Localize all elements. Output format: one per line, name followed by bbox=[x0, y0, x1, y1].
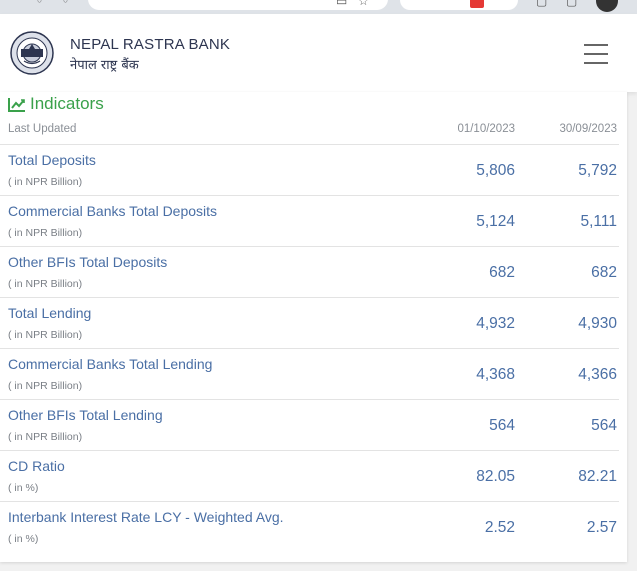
brand-name-english[interactable]: NEPAL RASTRA BANK bbox=[70, 36, 231, 53]
bookmark-icon[interactable]: ☆ bbox=[358, 0, 369, 8]
indicator-unit: ( in NPR Billion) bbox=[8, 227, 83, 239]
date-column-1: 01/10/2023 bbox=[457, 123, 515, 135]
brand-name-nepali[interactable]: नेपाल राष्ट्र बैंक bbox=[70, 58, 139, 73]
indicator-unit: ( in %) bbox=[8, 482, 39, 494]
tab-icon[interactable]: ▢ bbox=[536, 0, 548, 8]
indicator-value-date1: 4,932 bbox=[476, 315, 515, 332]
indicator-value-date1: 682 bbox=[489, 264, 515, 281]
hamburger-menu-icon[interactable] bbox=[584, 44, 608, 64]
indicator-unit: ( in NPR Billion) bbox=[8, 380, 83, 392]
nrb-emblem-icon[interactable] bbox=[10, 31, 54, 75]
indicator-value-date2: 5,792 bbox=[578, 162, 617, 179]
download-icon[interactable]: ▢ bbox=[566, 0, 578, 8]
extension-badge-icon[interactable] bbox=[470, 0, 484, 8]
indicator-unit: ( in NPR Billion) bbox=[8, 176, 83, 188]
table-row: CD Ratio ( in %) 82.05 82.21 bbox=[0, 450, 619, 502]
indicator-value-date2: 682 bbox=[591, 264, 617, 281]
indicator-value-date1: 82.05 bbox=[476, 468, 515, 485]
profile-avatar[interactable] bbox=[596, 0, 618, 12]
indicator-name-link[interactable]: Interbank Interest Rate LCY - Weighted A… bbox=[8, 509, 284, 525]
browser-toolbar-strip: ◦ ◦ ▭ ☆ ▢ ▢ bbox=[0, 0, 637, 14]
date-column-2: 30/09/2023 bbox=[559, 123, 617, 135]
indicator-value-date2: 564 bbox=[591, 417, 617, 434]
indicator-value-date2: 4,930 bbox=[578, 315, 617, 332]
address-bar[interactable] bbox=[88, 0, 388, 10]
indicator-value-date2: 2.57 bbox=[586, 519, 617, 536]
indicator-value-date1: 564 bbox=[489, 417, 515, 434]
share-icon[interactable]: ▭ bbox=[336, 0, 348, 8]
table-row: Other BFIs Total Deposits ( in NPR Billio… bbox=[0, 246, 619, 298]
indicator-value-date1: 5,124 bbox=[476, 213, 515, 230]
last-updated-label: Last Updated bbox=[8, 123, 77, 135]
table-row: Total Lending ( in NPR Billion) 4,932 4,930 bbox=[0, 297, 619, 349]
indicator-value-date2: 4,366 bbox=[578, 366, 617, 383]
indicator-unit: ( in NPR Billion) bbox=[8, 329, 83, 341]
indicator-value-date2: 5,111 bbox=[580, 213, 618, 230]
indicators-title: Indicators bbox=[8, 94, 104, 114]
indicator-value-date1: 2.52 bbox=[484, 519, 515, 536]
indicator-name-link[interactable]: Total Lending bbox=[8, 305, 92, 321]
back-icon[interactable]: ◦ bbox=[36, 0, 44, 8]
indicators-title-text: Indicators bbox=[30, 94, 104, 113]
indicator-name-link[interactable]: CD Ratio bbox=[8, 458, 65, 474]
indicator-name-link[interactable]: Other BFIs Total Lending bbox=[8, 407, 163, 423]
indicator-name-link[interactable]: Commercial Banks Total Deposits bbox=[8, 203, 218, 219]
table-row: Interbank Interest Rate LCY - Weighted A… bbox=[0, 501, 619, 553]
table-row: Commercial Banks Total Lending ( in NPR B… bbox=[0, 348, 619, 400]
indicator-unit: ( in NPR Billion) bbox=[8, 278, 83, 290]
table-row: Total Deposits ( in NPR Billion) 5,806 5,79… bbox=[0, 144, 619, 196]
indicator-unit: ( in NPR Billion) bbox=[8, 431, 83, 443]
indicator-value-date1: 4,368 bbox=[476, 366, 515, 383]
indicator-unit: ( in %) bbox=[8, 533, 39, 545]
indicator-value-date2: 82.21 bbox=[578, 468, 617, 485]
site-header: NEPAL RASTRA BANK नेपाल राष्ट्र बैंक bbox=[0, 14, 637, 92]
indicator-name-link[interactable]: Total Deposits bbox=[8, 152, 96, 168]
table-row: Commercial Banks Total Deposits ( in NPR … bbox=[0, 195, 619, 247]
indicators-card: Indicators Last Updated 01/10/2023 30/09… bbox=[0, 92, 627, 562]
indicator-name-link[interactable]: Commercial Banks Total Lending bbox=[8, 356, 213, 372]
table-row: Other BFIs Total Lending ( in NPR Billion… bbox=[0, 399, 619, 451]
line-chart-icon bbox=[8, 97, 25, 112]
extensions-area[interactable] bbox=[400, 0, 518, 10]
reload-icon[interactable]: ◦ bbox=[62, 0, 70, 8]
indicator-value-date1: 5,806 bbox=[476, 162, 515, 179]
indicator-name-link[interactable]: Other BFIs Total Deposits bbox=[8, 254, 168, 270]
